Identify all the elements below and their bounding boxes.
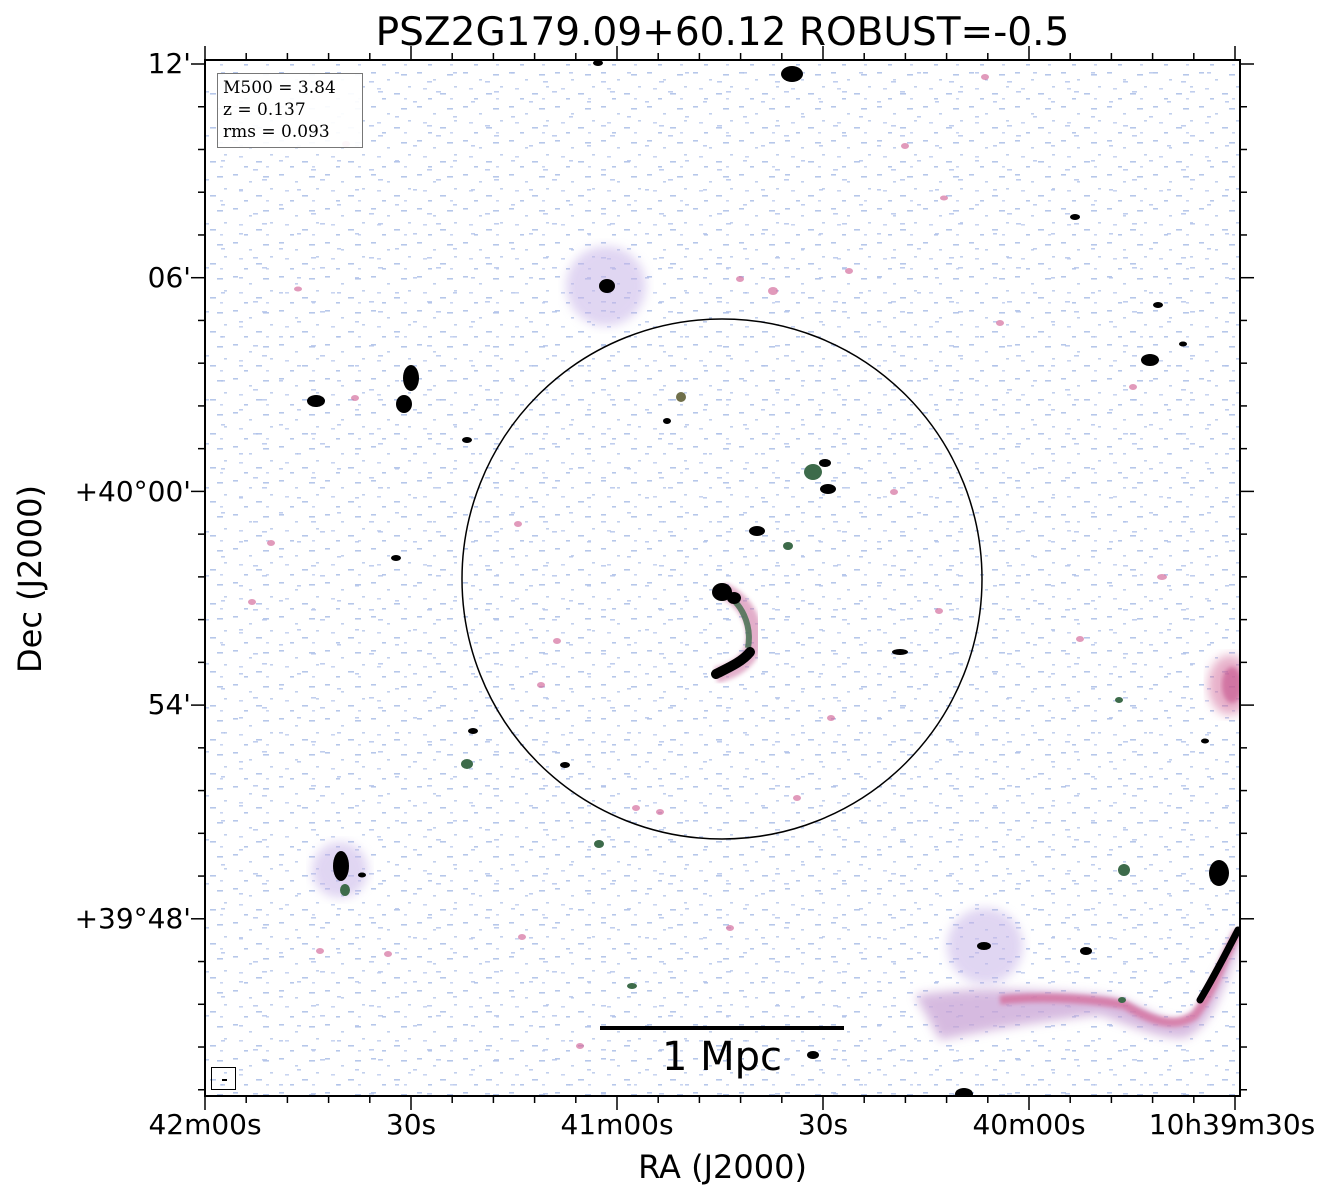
x-tick-label: 10h39m30s — [1148, 1108, 1316, 1141]
info-box: M500 = 3.84 z = 0.137 rms = 0.093 — [217, 73, 363, 148]
info-m500: M500 = 3.84 — [223, 78, 336, 98]
tick-marks — [191, 46, 1254, 1110]
y-tick-label: 54' — [147, 688, 191, 721]
beam-indicator — [211, 1067, 236, 1090]
x-tick-label: 30s — [797, 1108, 849, 1141]
axes-frame — [204, 59, 1241, 1097]
radio-image — [205, 60, 1240, 1096]
central-tailed-galaxy — [711, 582, 763, 683]
x-axis-label: RA (J2000) — [638, 1148, 807, 1186]
scale-bar-label: 1 Mpc — [661, 1034, 783, 1080]
info-rms: rms = 0.093 — [223, 122, 330, 142]
y-axis-label: Dec (J2000) — [11, 485, 49, 673]
x-tick-label: 42m00s — [148, 1108, 262, 1141]
x-tick-label: 40m00s — [972, 1108, 1086, 1141]
y-tick-label: +40°00' — [74, 475, 191, 508]
r500-circle — [461, 318, 983, 840]
faint-emission-knots — [248, 74, 1167, 1049]
x-tick-label: 41m00s — [560, 1108, 674, 1141]
y-tick-label: +39°48' — [74, 902, 191, 935]
info-redshift: z = 0.137 — [223, 100, 306, 120]
y-tick-label: 06' — [147, 261, 191, 294]
extended-emission-tail — [915, 655, 1240, 1040]
y-tick-label: 12' — [147, 47, 191, 80]
figure-title: PSZ2G179.09+60.12 ROBUST=-0.5 — [375, 10, 1070, 55]
compact-sources — [307, 60, 1229, 1096]
x-tick-label: 30s — [385, 1108, 437, 1141]
